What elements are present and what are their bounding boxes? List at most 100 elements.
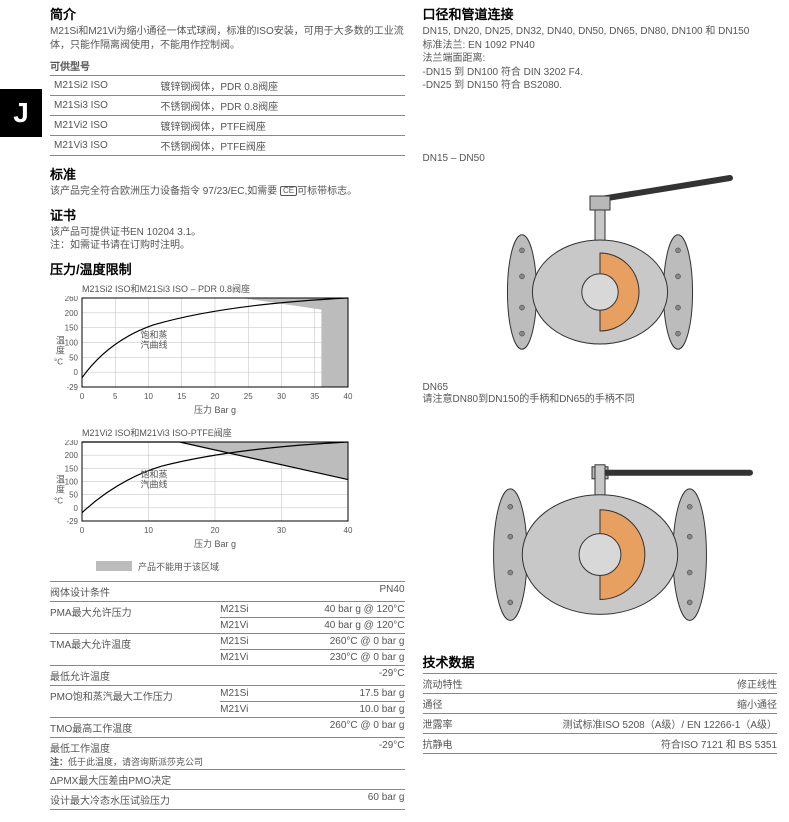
- cond-label: 最低工作温度注：低于此温度，请咨询斯派莎克公司: [50, 737, 284, 770]
- legend-text: 产品不能用于该区域: [138, 560, 219, 573]
- tech-label: 流动特性: [423, 674, 479, 694]
- cond-label: 设计最大冷态水压试验压力: [50, 790, 284, 810]
- models-table: M21Si2 ISO镀锌钢阀体，PDR 0.8阀座M21Si3 ISO不锈钢阀体…: [50, 75, 405, 156]
- bore-l5: -DN25 到 DN150 符合 BS2080.: [423, 79, 778, 93]
- bore-l3: 法兰端面距离:: [423, 52, 778, 66]
- svg-text:°C: °C: [54, 496, 63, 505]
- svg-text:260: 260: [65, 296, 79, 303]
- tech-data-table: 流动特性修正线性通径缩小通径泄露率测试标准ISO 5208（A级）/ EN 12…: [423, 673, 778, 754]
- svg-text:饱和蒸: 饱和蒸: [141, 468, 168, 479]
- tab-column: J: [0, 4, 50, 810]
- cond-value: 260°C @ 0 bar g: [284, 633, 405, 649]
- model-code: M21Si3 ISO: [50, 96, 156, 116]
- ce-mark-icon: CE: [280, 186, 297, 196]
- svg-text:200: 200: [65, 308, 79, 317]
- svg-text:100: 100: [65, 338, 79, 347]
- svg-text:-29: -29: [66, 383, 78, 392]
- model-desc: 镀锌钢阀体，PDR 0.8阀座: [156, 76, 404, 96]
- svg-text:50: 50: [69, 353, 78, 362]
- cond-label: ΔPMX最大压差由PMO决定: [50, 770, 284, 790]
- svg-text:-29: -29: [66, 517, 78, 526]
- valve-illustration-2: [423, 412, 778, 642]
- cond-value: -29°C: [284, 737, 405, 770]
- cond-label: 阀体设计条件: [50, 581, 284, 601]
- intro-heading: 简介: [50, 4, 405, 23]
- svg-text:10: 10: [144, 392, 153, 401]
- cond-mid: M21Vi: [220, 617, 284, 633]
- intro-body: M21Si和M21Vi为缩小通径一体式球阀，标准的ISO安装，可用于大多数的工业…: [50, 25, 405, 52]
- cond-value: 10.0 bar g: [284, 701, 405, 717]
- svg-text:35: 35: [310, 392, 319, 401]
- svg-text:汽曲线: 汽曲线: [141, 478, 168, 489]
- cond-label: PMA最大允许压力: [50, 601, 220, 633]
- chart-legend: 产品不能用于该区域: [96, 560, 405, 573]
- cond-value: 60 bar g: [284, 790, 405, 810]
- pt-heading: 压力/温度限制: [50, 259, 405, 278]
- tech-label: 通径: [423, 694, 479, 714]
- svg-text:15: 15: [177, 392, 186, 401]
- model-desc: 不锈钢阀体，PTFE阀座: [156, 136, 404, 156]
- svg-text:150: 150: [65, 464, 79, 473]
- cond-value: -29°C: [284, 665, 405, 685]
- svg-text:20: 20: [211, 392, 220, 401]
- tech-value: 测试标准ISO 5208（A级）/ EN 12266-1（A级）: [478, 714, 777, 734]
- svg-text:5: 5: [113, 392, 118, 401]
- tech-label: 泄露率: [423, 714, 479, 734]
- standard-body: 该产品完全符合欧洲压力设备指令 97/23/EC,如需要 CE可标带标志。: [50, 185, 405, 199]
- chart1-title: M21Si2 ISO和M21Si3 ISO – PDR 0.8阀座: [82, 282, 405, 295]
- tech-heading: 技术数据: [423, 652, 778, 671]
- right-column: 口径和管道连接 DN15, DN20, DN25, DN32, DN40, DN…: [423, 4, 778, 810]
- img2-note: 请注意DN80到DN150的手柄和DN65的手柄不同: [423, 393, 778, 407]
- std-text-post: 可标带标志。: [297, 186, 357, 197]
- svg-text:10: 10: [144, 526, 153, 535]
- chart-1: M21Si2 ISO和M21Si3 ISO – PDR 0.8阀座 温度°C26…: [50, 282, 405, 420]
- bore-l4: -DN15 到 DN100 符合 DIN 3202 F4.: [423, 66, 778, 80]
- cond-value: PN40: [284, 581, 405, 601]
- svg-text:100: 100: [65, 477, 79, 486]
- cond-mid: M21Si: [220, 685, 284, 701]
- section-tab: J: [0, 89, 42, 137]
- cond-mid: M21Si: [220, 601, 284, 617]
- svg-text:40: 40: [344, 392, 353, 401]
- img2-label: DN65: [423, 382, 778, 393]
- cond-mid: M21Vi: [220, 649, 284, 665]
- svg-text:230: 230: [65, 440, 79, 447]
- chart2-plot: 温度°C230200150100500-29010203040饱和蒸汽曲线压力 …: [50, 440, 405, 554]
- chart1-plot: 温度°C260200150100500-290510152025303540饱和…: [50, 296, 405, 420]
- cond-value: [284, 770, 405, 790]
- svg-text:150: 150: [65, 323, 79, 332]
- bore-heading: 口径和管道连接: [423, 4, 778, 23]
- valve-illustration-1: [423, 168, 778, 368]
- model-code: M21Vi3 ISO: [50, 136, 156, 156]
- conditions-table: 阀体设计条件PN40PMA最大允许压力M21Si40 bar g @ 120°C…: [50, 581, 405, 811]
- tech-label: 抗静电: [423, 734, 479, 754]
- chart2-title: M21Vi2 ISO和M21Vi3 ISO-PTFE阀座: [82, 426, 405, 439]
- bore-l1: DN15, DN20, DN25, DN32, DN40, DN50, DN65…: [423, 25, 778, 39]
- legend-swatch: [96, 561, 132, 571]
- chart-2: M21Vi2 ISO和M21Vi3 ISO-PTFE阀座 温度°C2302001…: [50, 426, 405, 554]
- tech-value: 缩小通径: [478, 694, 777, 714]
- cond-value: 230°C @ 0 bar g: [284, 649, 405, 665]
- cond-mid: M21Si: [220, 633, 284, 649]
- svg-text:20: 20: [211, 526, 220, 535]
- svg-text:0: 0: [80, 526, 85, 535]
- cert-line2: 注：如需证书请在订购时注明。: [50, 239, 405, 253]
- svg-text:汽曲线: 汽曲线: [141, 339, 168, 350]
- svg-text:0: 0: [74, 503, 79, 512]
- cond-value: 260°C @ 0 bar g: [284, 717, 405, 737]
- svg-text:饱和蒸: 饱和蒸: [141, 329, 168, 340]
- model-code: M21Vi2 ISO: [50, 116, 156, 136]
- model-desc: 镀锌钢阀体，PTFE阀座: [156, 116, 404, 136]
- cond-value: 40 bar g @ 120°C: [284, 617, 405, 633]
- left-column: 简介 M21Si和M21Vi为缩小通径一体式球阀，标准的ISO安装，可用于大多数…: [50, 4, 405, 810]
- svg-text:25: 25: [244, 392, 253, 401]
- svg-text:0: 0: [80, 392, 85, 401]
- svg-text:0: 0: [74, 368, 79, 377]
- tech-value: 修正线性: [478, 674, 777, 694]
- cond-label: PMO饱和蒸汽最大工作压力: [50, 685, 220, 717]
- svg-text:40: 40: [344, 526, 353, 535]
- main-columns: 简介 M21Si和M21Vi为缩小通径一体式球阀，标准的ISO安装，可用于大多数…: [50, 4, 777, 810]
- std-text-pre: 该产品完全符合欧洲压力设备指令 97/23/EC,如需要: [50, 186, 280, 197]
- model-code: M21Si2 ISO: [50, 76, 156, 96]
- cond-label: 最低允许温度: [50, 665, 284, 685]
